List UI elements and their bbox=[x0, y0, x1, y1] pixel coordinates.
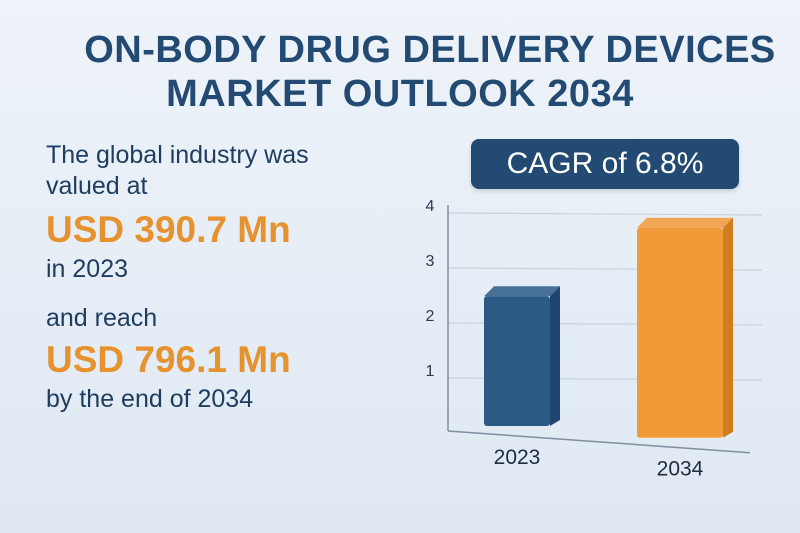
value-2023: USD 390.7 Mn bbox=[46, 209, 291, 250]
x-category-label: 2034 bbox=[657, 458, 704, 481]
y-tick-label: 4 bbox=[426, 198, 435, 215]
summary-text-2: valued at bbox=[46, 172, 148, 200]
summary-text-1: The global industry was bbox=[46, 141, 309, 169]
summary-text-4: and reach bbox=[46, 304, 158, 332]
y-tick-label: 3 bbox=[426, 253, 435, 270]
cagr-badge: CAGR of 6.8% bbox=[471, 139, 739, 189]
title-line-1: ON-BODY DRUG DELIVERY DEVICES bbox=[84, 29, 776, 71]
chart-bars bbox=[484, 217, 733, 438]
grid-line bbox=[447, 212, 763, 216]
y-tick-labels: 1 2 3 4 bbox=[426, 198, 435, 380]
summary-panel: The global industry was valued at USD 39… bbox=[46, 140, 426, 415]
bar-2023 bbox=[484, 286, 560, 426]
summary-text-5: by the end of 2034 bbox=[46, 385, 254, 413]
x-category-labels: 2023 2034 bbox=[494, 446, 704, 481]
summary-text-3: in 2023 bbox=[46, 255, 129, 283]
y-tick-label: 2 bbox=[426, 308, 435, 325]
y-tick-label: 1 bbox=[426, 363, 435, 380]
value-2034: USD 796.1 Mn bbox=[46, 339, 291, 380]
title-line-2: MARKET OUTLOOK 2034 bbox=[166, 73, 634, 115]
x-category-label: 2023 bbox=[494, 446, 541, 469]
x-axis bbox=[447, 430, 751, 454]
bar-chart: 1 2 3 4 2023 2034 bbox=[426, 198, 763, 481]
bar-2034 bbox=[637, 217, 733, 438]
chart-axes bbox=[447, 205, 751, 454]
page-title: ON-BODY DRUG DELIVERY DEVICES MARKET OUT… bbox=[0, 28, 800, 116]
